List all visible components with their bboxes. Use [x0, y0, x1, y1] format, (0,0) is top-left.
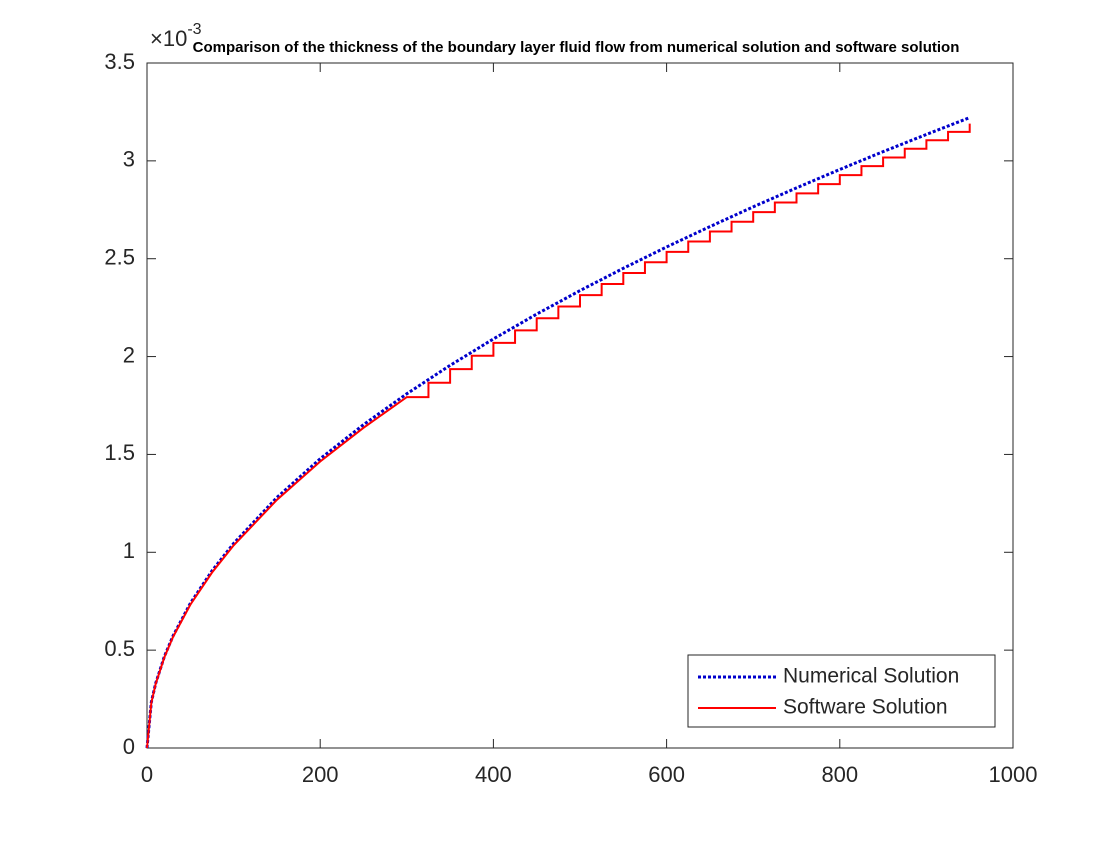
legend-label: Software Solution: [783, 696, 948, 719]
y-tick-label: 0.5: [104, 636, 135, 661]
x-tick-label: 400: [475, 762, 512, 787]
x-tick-label: 800: [821, 762, 858, 787]
y-tick-label: 2.5: [104, 245, 135, 270]
y-multiplier-exponent: -3: [187, 21, 201, 38]
x-tick-label: 200: [302, 762, 339, 787]
y-tick-label: 1.5: [104, 440, 135, 465]
y-tick-label: 2: [123, 342, 135, 367]
y-multiplier-base: ×10: [150, 26, 187, 51]
chart-title: Comparison of the thickness of the bound…: [193, 39, 960, 56]
y-multiplier: ×10-3: [150, 21, 202, 51]
y-tick-label: 1: [123, 538, 135, 563]
y-tick-label: 0: [123, 734, 135, 759]
x-tick-label: 1000: [989, 762, 1038, 787]
y-tick-label: 3: [123, 147, 135, 172]
y-tick-label: 3.5: [104, 49, 135, 74]
x-tick-label: 0: [141, 762, 153, 787]
legend-label: Numerical Solution: [783, 665, 959, 688]
x-tick-label: 600: [648, 762, 685, 787]
legend-box: [687, 654, 996, 728]
plot-box: [146, 62, 1014, 749]
data-line: [146, 123, 971, 749]
